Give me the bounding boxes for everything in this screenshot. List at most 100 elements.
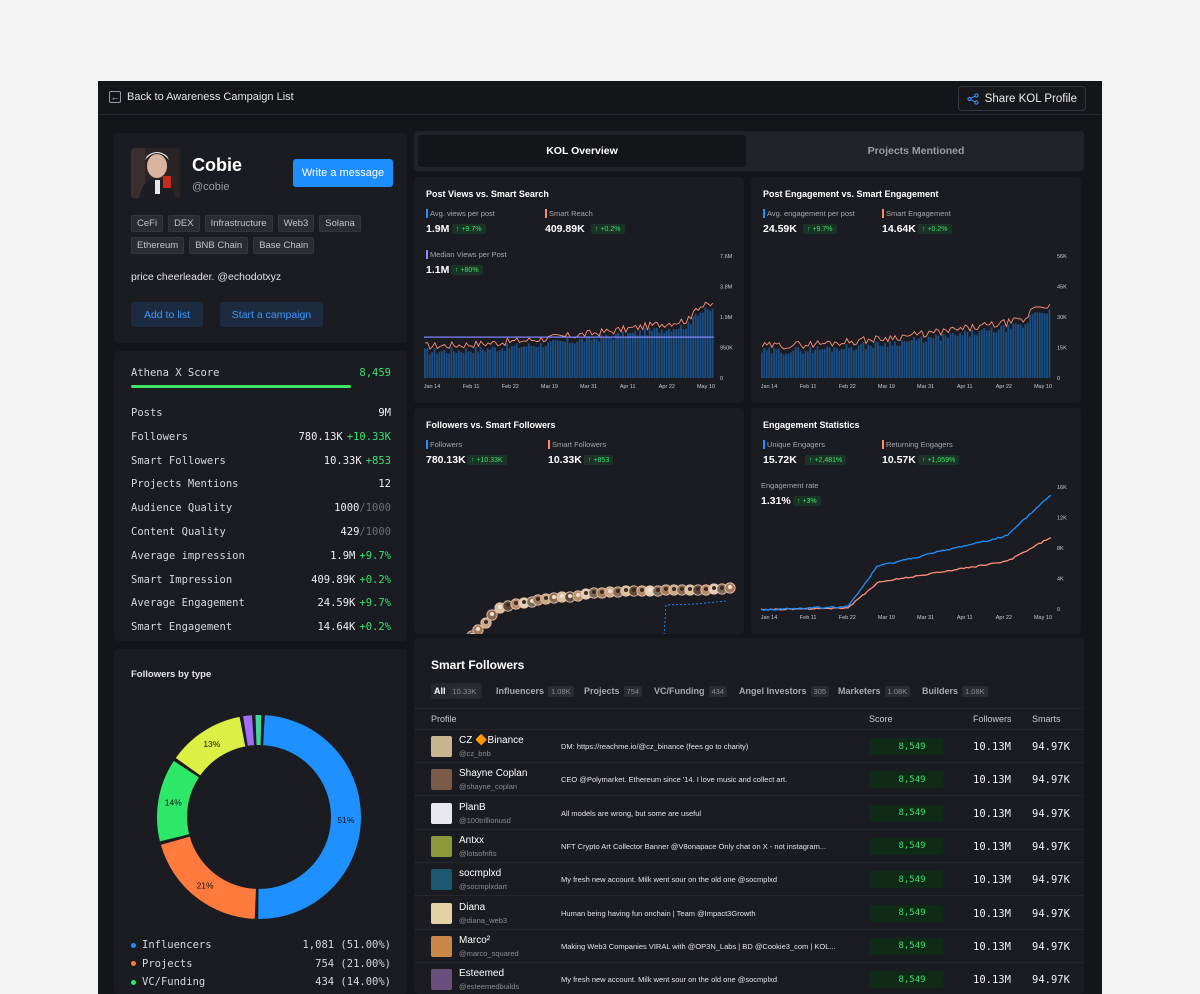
- start-campaign-button[interactable]: Start a campaign: [220, 302, 323, 327]
- bar: [525, 346, 528, 378]
- filter-tab[interactable]: Marketers 1.08K: [835, 683, 913, 699]
- tag[interactable]: CeFi: [131, 215, 164, 232]
- add-to-list-button[interactable]: Add to list: [131, 302, 203, 327]
- col-score: Score: [869, 714, 893, 724]
- legend-row: VC/Funding 434 (14.00%): [131, 976, 391, 988]
- filter-tab-label: Builders: [922, 686, 959, 696]
- donut-slice[interactable]: [175, 716, 246, 776]
- donut-slice[interactable]: [157, 760, 199, 842]
- filter-tab[interactable]: All 10.33K: [431, 683, 483, 699]
- table-row[interactable]: Antxx @lotsofnfts NFT Crypto Art Collector…: [414, 830, 1084, 863]
- bar: [491, 346, 494, 378]
- legend-row: Projects 754 (21.00%): [131, 958, 391, 970]
- stat-row: Smart Impression 409.89K +0.2%: [131, 574, 391, 586]
- metric-change-badge: ↑ +1,059%: [918, 455, 960, 465]
- score-badge: 8,549: [869, 904, 955, 922]
- bar: [997, 329, 1000, 378]
- x-tick-label: Apr 22: [996, 384, 1012, 390]
- donut-slice[interactable]: [255, 715, 262, 746]
- bar: [530, 346, 533, 378]
- bar: [631, 332, 634, 378]
- donut-slice[interactable]: [160, 836, 256, 919]
- bar: [961, 335, 964, 378]
- stat-value: 24.59K +9.7%: [317, 597, 391, 609]
- bar: [426, 348, 429, 378]
- score-value: 8,549: [898, 774, 926, 785]
- tag[interactable]: BNB Chain: [189, 237, 249, 254]
- tab-kol-overview[interactable]: KOL Overview: [418, 135, 746, 167]
- bar: [660, 329, 663, 378]
- bar: [520, 347, 523, 378]
- bar: [436, 353, 438, 378]
- bar: [433, 348, 436, 378]
- score-badge: 8,549: [869, 971, 955, 989]
- x-tick-label: Jan 14: [424, 384, 441, 390]
- bar: [595, 339, 598, 378]
- bar: [443, 350, 446, 378]
- bar: [489, 349, 492, 378]
- filter-tab[interactable]: Projects 754: [581, 683, 645, 699]
- bar: [864, 349, 867, 378]
- user-bio: My fresh new account. Milk went sour on …: [561, 975, 778, 985]
- bar: [819, 349, 821, 378]
- series-line: [760, 494, 1052, 612]
- table-row[interactable]: Diana @diana_web3 Human being having fun o…: [414, 897, 1084, 930]
- smarts-count: 94.97K: [1032, 974, 1070, 987]
- tag[interactable]: Base Chain: [253, 237, 315, 254]
- table-row[interactable]: socmplxd @socmplxdart My fresh new account…: [414, 863, 1084, 897]
- filter-tab[interactable]: VC/Funding 434: [651, 683, 730, 699]
- table-row[interactable]: Shayne Coplan @shayne_coplan CEO @Polymark…: [414, 763, 1084, 797]
- followers-count: 10.13M: [973, 874, 1011, 887]
- stat-number: 780.13K: [298, 430, 343, 443]
- athena-score-value: 8,459: [359, 367, 391, 379]
- bar: [561, 341, 564, 378]
- tag[interactable]: Solana: [319, 215, 361, 232]
- filter-tab[interactable]: Angel Investors 305: [736, 683, 832, 699]
- followers-donut-chart: 51% 21% 14% 13%: [157, 715, 362, 919]
- stat-label: Posts: [131, 407, 163, 419]
- tag[interactable]: Web3: [277, 215, 315, 232]
- bar: [910, 339, 913, 378]
- tag[interactable]: Infrastructure: [204, 215, 273, 232]
- tag[interactable]: DEX: [168, 215, 200, 232]
- bar: [930, 337, 932, 378]
- bar: [527, 343, 530, 378]
- tab-projects-mentioned[interactable]: Projects Mentioned: [867, 145, 965, 157]
- filter-tab-count: 754: [623, 685, 643, 697]
- bar: [486, 348, 489, 378]
- score-track: [943, 937, 955, 955]
- table-row[interactable]: CZ 🔶Binance @cz_bnb DM: https://reachme.io…: [414, 730, 1084, 763]
- donut-slice[interactable]: [243, 715, 255, 746]
- bar: [799, 350, 802, 378]
- bar: [874, 341, 877, 378]
- write-message-button[interactable]: Write a message: [293, 159, 393, 187]
- bar: [1014, 323, 1017, 378]
- follower-avatar-face: [704, 587, 708, 591]
- score-value: 8,549: [898, 874, 926, 885]
- table-row[interactable]: PlanB @100trillionusd All models are wrong…: [414, 797, 1084, 830]
- bar: [1046, 313, 1048, 378]
- share-icon: [967, 92, 979, 105]
- donut-slice[interactable]: [258, 715, 362, 919]
- series-line: [761, 303, 1051, 350]
- tag[interactable]: Ethereum: [131, 237, 185, 254]
- bar: [980, 330, 983, 378]
- bar: [482, 349, 484, 378]
- table-row[interactable]: Marco² @marco_squared Making Web3 Companie…: [414, 930, 1084, 963]
- score-badge: 8,549: [869, 937, 955, 955]
- filter-tab[interactable]: Influencers 1.08K: [493, 683, 577, 699]
- back-link[interactable]: ← Back to Awareness Campaign List: [109, 91, 294, 103]
- filter-tab[interactable]: Builders 1.08K: [919, 683, 991, 699]
- bar: [889, 341, 891, 378]
- legend-label: Influencers: [131, 939, 212, 951]
- bar: [694, 313, 697, 378]
- bar: [852, 350, 855, 378]
- metric-label: Smart Reach: [545, 209, 593, 218]
- bar: [867, 344, 870, 378]
- avatar: [431, 902, 452, 924]
- x-tick-label: Mar 19: [878, 615, 895, 621]
- follower-avatar-face: [476, 627, 480, 631]
- table-row[interactable]: Esteemed @esteemedbuilds My fresh new acco…: [414, 963, 1084, 994]
- bar: [990, 327, 993, 378]
- share-profile-button[interactable]: Share KOL Profile: [957, 86, 1086, 111]
